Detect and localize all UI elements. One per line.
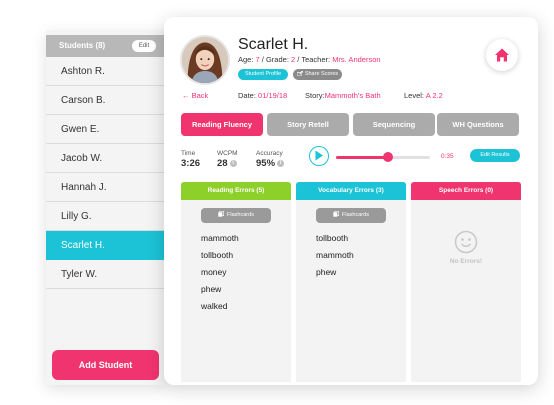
accuracy-info-icon[interactable]: i	[277, 159, 285, 167]
date-label: Date:	[238, 91, 256, 100]
reading-flashcards-label: Flashcards	[227, 212, 254, 218]
back-link[interactable]: ← Back	[182, 91, 208, 100]
vocabulary-flashcards-label: Flashcards	[342, 212, 369, 218]
wcpm-info-icon[interactable]: i	[229, 159, 237, 167]
story-value: Mammoth's Bath	[324, 91, 381, 100]
share-scores-button[interactable]: Share Scores	[293, 69, 342, 80]
student-item-scarlet[interactable]: Scarlet H.	[46, 231, 166, 260]
vocabulary-errors-column: Vocabulary Errors (3) Flashcards tollboo…	[296, 182, 406, 382]
wcpm-label: WCPM	[217, 150, 238, 157]
reading-error-word: money	[201, 267, 227, 277]
avatar-image	[182, 37, 228, 83]
tab-wh-questions[interactable]: WH Questions	[437, 113, 519, 136]
back-arrow-icon: ←	[182, 91, 190, 100]
sidebar-title: Students (8)	[59, 41, 106, 50]
student-item-gwen[interactable]: Gwen E.	[46, 115, 166, 144]
age-value: 7	[255, 55, 260, 64]
session-story: Story:Mammoth's Bath	[305, 91, 381, 100]
sidebar-header: Students (8) Edit	[46, 35, 166, 57]
student-profile-button[interactable]: Student Profile	[238, 69, 288, 80]
reading-errors-title: Reading Errors (5)	[181, 182, 291, 200]
play-icon	[315, 150, 323, 161]
edit-students-button[interactable]: Edit	[132, 40, 156, 52]
grade-value: 2	[291, 55, 296, 64]
student-item-tyler[interactable]: Tyler W.	[46, 260, 166, 289]
student-report-panel: Scarlet H. Age: 7 / Grade: 2 / Teacher: …	[164, 17, 538, 385]
date-value: 01/19/18	[258, 91, 288, 100]
reading-error-word: tollbooth	[201, 250, 234, 260]
home-icon	[495, 48, 509, 62]
session-date: Date: 01/19/18	[238, 91, 287, 100]
audio-progress-fill	[336, 156, 388, 159]
tab-story-retell[interactable]: Story Retell	[267, 113, 349, 136]
teacher-value: Mrs. Anderson	[332, 55, 381, 64]
vocabulary-flashcards-button[interactable]: Flashcards	[316, 208, 386, 223]
student-item-lilly[interactable]: Lilly G.	[46, 202, 166, 231]
wcpm-stat: 28 i	[217, 158, 237, 169]
student-avatar	[180, 35, 230, 85]
student-item-hannah[interactable]: Hannah J.	[46, 173, 166, 202]
reading-flashcards-button[interactable]: Flashcards	[201, 208, 271, 223]
tab-reading-fluency[interactable]: Reading Fluency	[181, 113, 263, 136]
accuracy-value: 95%	[256, 158, 276, 169]
play-button[interactable]	[309, 146, 329, 166]
back-label: Back	[191, 91, 209, 100]
level-label: Level:	[404, 91, 425, 100]
meta-separator: /	[261, 55, 266, 64]
share-scores-label: Share Scores	[304, 71, 339, 77]
story-label: Story:	[305, 91, 325, 100]
time-value: 3:26	[181, 158, 201, 169]
vocabulary-errors-title: Vocabulary Errors (3)	[296, 182, 406, 200]
audio-time: 0:35	[441, 153, 454, 160]
share-icon	[296, 70, 303, 76]
speech-errors-column: Speech Errors (0) No Errors!	[411, 182, 521, 382]
student-meta: Age: 7 / Grade: 2 / Teacher: Mrs. Anders…	[238, 55, 381, 64]
reading-error-word: mammoth	[201, 233, 239, 243]
level-value: A 2.2	[425, 91, 443, 100]
teacher-label: Teacher:	[301, 55, 331, 64]
accuracy-stat: 95% i	[256, 158, 285, 169]
accuracy-label: Accuracy	[256, 150, 283, 157]
add-student-button[interactable]: Add Student	[52, 350, 159, 380]
student-name: Scarlet H.	[238, 36, 309, 53]
audio-progress-thumb[interactable]	[382, 152, 393, 162]
flashcards-icon	[333, 210, 340, 217]
no-errors-label: No Errors!	[449, 258, 483, 265]
speech-errors-title: Speech Errors (0)	[411, 182, 521, 200]
session-level: Level: A 2.2	[404, 91, 443, 100]
age-label: Age:	[238, 55, 254, 64]
student-item-jacob[interactable]: Jacob W.	[46, 144, 166, 173]
vocabulary-error-word: tollbooth	[316, 233, 349, 243]
vocabulary-error-word: mammoth	[316, 250, 354, 260]
wcpm-value: 28	[217, 158, 228, 169]
reading-errors-column: Reading Errors (5) Flashcards mammoth to…	[181, 182, 291, 382]
smiley-icon	[454, 230, 478, 254]
student-item-ashton[interactable]: Ashton R.	[46, 57, 166, 86]
student-sidebar: Students (8) Edit Ashton R. Carson B. Gw…	[46, 30, 166, 385]
meta-separator: /	[297, 55, 302, 64]
reading-error-word: walked	[201, 301, 228, 311]
home-button[interactable]	[486, 39, 518, 71]
tab-sequencing[interactable]: Sequencing	[353, 113, 435, 136]
student-item-carson[interactable]: Carson B.	[46, 86, 166, 115]
time-label: Time	[181, 150, 196, 157]
flashcards-icon	[218, 210, 225, 217]
vocabulary-error-word: phew	[316, 267, 337, 277]
edit-results-button[interactable]: Edit Results	[470, 149, 520, 162]
grade-label: Grade:	[265, 55, 289, 64]
reading-error-word: phew	[201, 284, 222, 294]
